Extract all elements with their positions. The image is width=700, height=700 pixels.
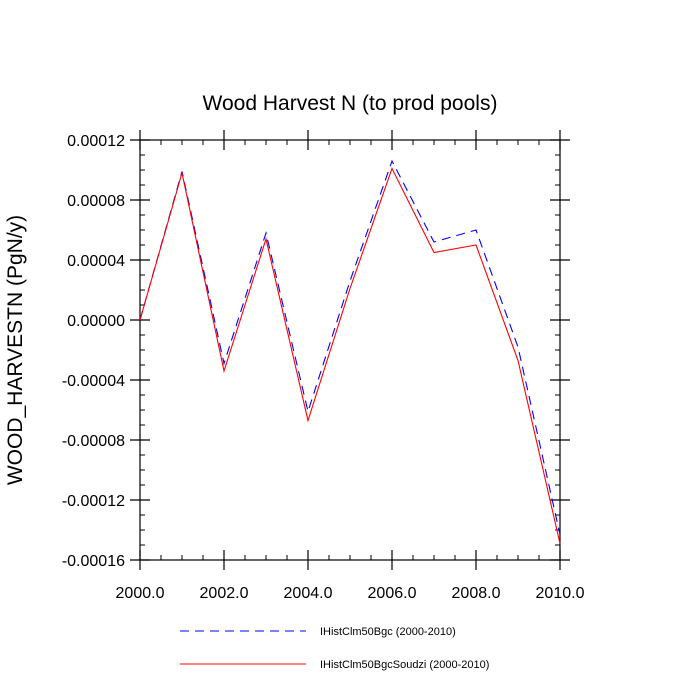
legend-label-2: IHistClm50BgcSoudzi (2000-2010): [320, 659, 489, 671]
y-tick-label: -0.00012: [62, 493, 125, 510]
x-tick-label: 2004.0: [284, 585, 333, 602]
x-tick-label: 2008.0: [452, 585, 501, 602]
y-tick-label: 0.00012: [67, 133, 125, 150]
series-line-2: [139, 167, 561, 544]
x-tick-label: 2000.0: [116, 585, 165, 602]
y-tick-label: -0.00008: [62, 433, 125, 450]
chart-title: Wood Harvest N (to prod pools): [203, 92, 498, 115]
plot-area: 0.00012 0.00008 0.00004 0.00000 -0.00004 -0.0…: [62, 130, 585, 602]
y-tick-label: -0.00004: [62, 373, 125, 390]
x-tick-label: 2010.0: [536, 585, 585, 602]
x-tick-label: 2006.0: [368, 585, 417, 602]
y-tick-label: 0.00004: [67, 253, 125, 270]
legend: IHistClm50Bgc (2000-2010) IHistClm50BgcSo…: [180, 626, 489, 671]
legend-label-1: IHistClm50Bgc (2000-2010): [320, 626, 456, 638]
y-axis-label: WOOD_HARVESTN (PgN/y): [4, 215, 27, 485]
x-tick-label: 2002.0: [200, 585, 249, 602]
series-line-1: [139, 159, 561, 535]
y-tick-label: -0.00016: [62, 553, 125, 570]
y-tick-label: 0.00008: [67, 193, 125, 210]
y-tick-label: 0.00000: [67, 313, 125, 330]
plot-frame: [139, 139, 561, 561]
